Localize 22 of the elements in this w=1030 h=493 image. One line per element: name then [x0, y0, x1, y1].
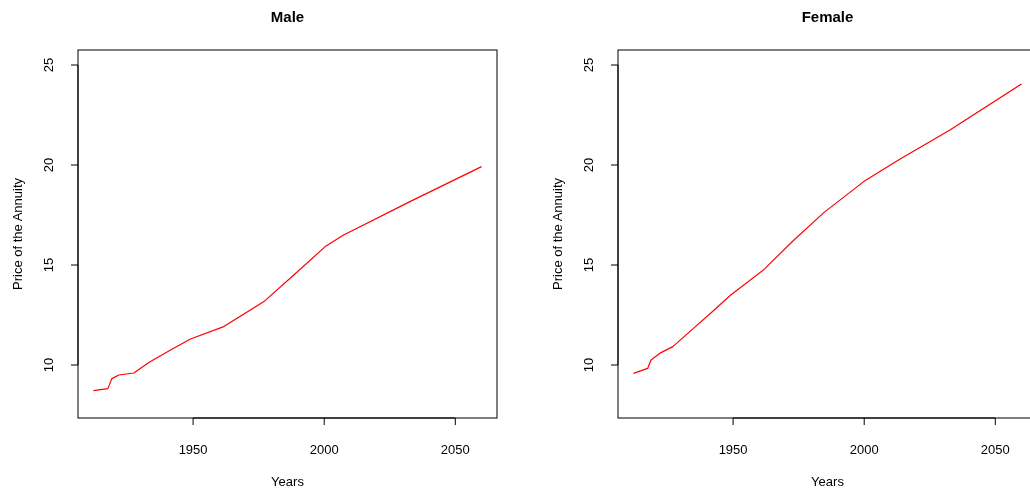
chart-title: Male — [270, 8, 305, 25]
y-tick-label: 10 — [41, 357, 56, 373]
y-tick-label: 15 — [581, 257, 596, 273]
line-series — [92, 166, 483, 392]
x-axis-title: Years — [811, 474, 845, 489]
line-series — [632, 83, 1023, 374]
y-axis-title: Price of the Annuity — [550, 177, 565, 291]
x-tick-label: 2000 — [849, 442, 879, 457]
chart-title: Female — [801, 8, 854, 25]
y-tick-label: 10 — [581, 357, 596, 373]
y-tick-label: 20 — [41, 157, 56, 173]
y-tick-label: 25 — [41, 57, 56, 73]
x-axis-title: Years — [271, 474, 305, 489]
x-tick-label: 2000 — [309, 442, 339, 457]
y-axis-title: Price of the Annuity — [10, 177, 25, 291]
x-tick-label: 1950 — [718, 442, 748, 457]
y-tick-label: 20 — [581, 157, 596, 173]
y-tick-label: 15 — [41, 257, 56, 273]
x-tick-label: 2050 — [980, 442, 1010, 457]
y-tick-label: 25 — [581, 57, 596, 73]
x-tick-label: 2050 — [440, 442, 470, 457]
x-tick-label: 1950 — [178, 442, 208, 457]
